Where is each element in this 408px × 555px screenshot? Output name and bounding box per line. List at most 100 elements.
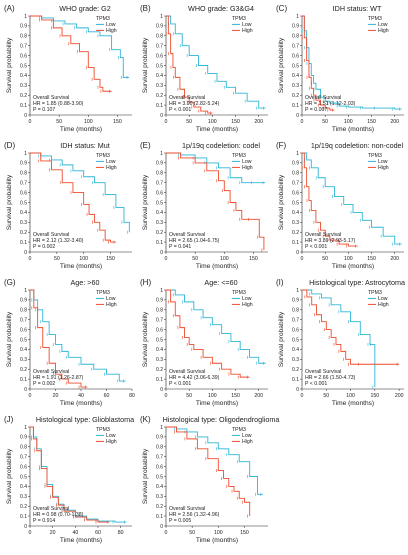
km-curve-high (30, 15, 112, 92)
y-tick-label: 0.3 (292, 357, 299, 363)
y-tick-label: 0.6 (20, 190, 27, 196)
y-tick-label: 0.3 (20, 220, 27, 226)
y-tick-label: 1 (24, 288, 27, 294)
panel-letter: (J) (4, 415, 14, 424)
y-tick-label: 0.3 (292, 220, 299, 226)
x-tick-label: 100 (208, 393, 217, 399)
y-tick-label: 0.5 (292, 337, 299, 343)
annotation-title: Overall Survival (33, 506, 69, 512)
legend-label: Low (106, 433, 116, 439)
x-axis-label: Time (months) (332, 126, 374, 133)
y-tick-label: 1 (24, 14, 27, 20)
x-tick-label: 200 (254, 119, 263, 125)
panel-letter: (H) (140, 278, 151, 287)
y-tick-label: 0.8 (20, 34, 27, 40)
km-curve-high (302, 152, 358, 247)
x-axis-label: Time (months) (60, 537, 102, 544)
x-tick-label: 0 (29, 119, 32, 125)
legend-label: Low (242, 433, 252, 439)
x-tick-label: 0 (165, 256, 168, 262)
x-tick-label: 150 (240, 530, 249, 536)
y-tick-label: 0.8 (292, 171, 299, 177)
hazard-ratio: HR = 4.42 (3.06-6.39) (169, 375, 220, 381)
y-tick-label: 0.2 (292, 93, 299, 99)
km-panel: (J) Histological type: Glioblastoma 0 0.1 0.… (4, 415, 134, 544)
x-tick-label: 50 (192, 256, 198, 262)
y-tick-label: 0.7 (156, 44, 163, 50)
y-tick-label: 0.1 (20, 377, 27, 383)
hazard-ratio: HR = 2.12 (1.32-3.40) (33, 238, 84, 244)
y-tick-label: 0.5 (20, 63, 27, 69)
x-tick-label: 100 (208, 119, 217, 125)
x-tick-label: 60 (104, 393, 110, 399)
panel-title: Age: <=60 (204, 278, 237, 287)
y-tick-label: 0.4 (156, 73, 163, 79)
y-tick-label: 0.8 (20, 171, 27, 177)
y-tick-label: 0.4 (20, 73, 27, 79)
y-tick-label: 0.7 (156, 181, 163, 187)
y-tick-label: 0.7 (20, 44, 27, 50)
y-tick-label: 0.7 (20, 181, 27, 187)
x-tick-label: 0 (29, 256, 32, 262)
km-curve-high (302, 289, 400, 365)
x-axis-label: Time (months) (196, 263, 238, 270)
x-tick-label: 0 (165, 119, 168, 125)
legend-title: TPM3 (96, 153, 110, 159)
panel-letter: (A) (4, 4, 15, 13)
y-tick-label: 0.4 (20, 347, 27, 353)
y-tick-label: 0.2 (156, 504, 163, 510)
y-tick-label: 0.5 (156, 337, 163, 343)
y-tick-label: 0 (160, 113, 163, 119)
y-tick-label: 0.5 (20, 474, 27, 480)
y-tick-label: 1 (296, 151, 299, 157)
y-tick-label: 1 (24, 425, 27, 431)
x-tick-label: 0 (301, 256, 304, 262)
legend-title: TPM3 (232, 427, 246, 433)
km-panel: (D) IDH status: Mut 0 0.1 0.2 0.3 0.4 0.5 0.6 0.7… (4, 141, 132, 270)
x-tick-label: 80 (118, 530, 124, 536)
y-tick-label: 0 (160, 250, 163, 256)
annotation-title: Overall Survival (33, 232, 69, 238)
legend-title: TPM3 (232, 153, 246, 159)
hazard-ratio: HR = 3.90 (2.82-5.24) (169, 101, 220, 107)
annotation-title: Overall Survival (305, 232, 341, 238)
y-tick-label: 0.5 (156, 474, 163, 480)
y-axis-label: Survival probability (278, 311, 285, 367)
hazard-ratio: HR = 2.65 (1.04-6.75) (169, 238, 220, 244)
panel-letter: (B) (140, 4, 151, 13)
legend-label: Low (106, 296, 116, 302)
panel-letter: (D) (4, 141, 15, 150)
y-axis-label: Survival probability (142, 311, 149, 367)
y-tick-label: 0.1 (292, 377, 299, 383)
x-axis-label: Time (months) (332, 400, 374, 407)
y-tick-label: 0.7 (292, 44, 299, 50)
km-curve-high (30, 289, 88, 388)
y-tick-label: 0.9 (20, 435, 27, 441)
x-tick-label: 200 (395, 393, 404, 399)
y-tick-label: 0.1 (156, 377, 163, 383)
x-tick-label: 150 (371, 393, 380, 399)
legend-title: TPM3 (232, 290, 246, 296)
legend-label: Low (378, 159, 388, 165)
y-tick-label: 0.2 (20, 230, 27, 236)
y-axis-label: Survival probability (142, 174, 149, 230)
y-tick-label: 0.3 (20, 494, 27, 500)
x-tick-label: 0 (301, 119, 304, 125)
legend-label: High (242, 439, 253, 445)
y-tick-label: 0.3 (156, 357, 163, 363)
panel-letter: (G) (4, 278, 16, 287)
annotation-title: Overall Survival (169, 369, 205, 375)
panel-letter: (C) (276, 4, 287, 13)
x-tick-label: 150 (367, 119, 376, 125)
p-value: P < 0.001 (169, 381, 191, 387)
y-tick-label: 0.9 (156, 435, 163, 441)
legend-label: Low (378, 22, 388, 28)
y-tick-label: 0.3 (20, 357, 27, 363)
y-tick-label: 0.9 (156, 24, 163, 30)
panel-title: Histological type: Glioblastoma (36, 415, 134, 424)
y-tick-label: 0.1 (20, 103, 27, 109)
y-tick-label: 0.8 (20, 308, 27, 314)
y-tick-label: 0 (24, 113, 27, 119)
